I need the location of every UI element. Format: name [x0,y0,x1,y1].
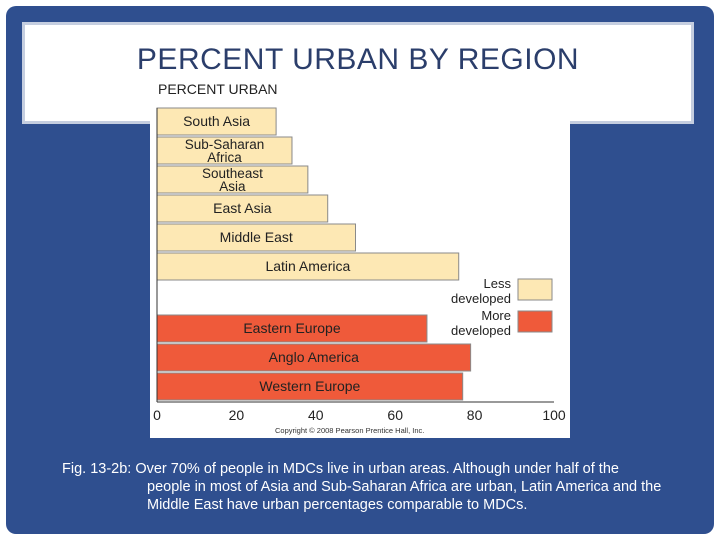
legend-label-less-developed-1: Less [484,276,512,291]
bar-label-latin-america: Latin America [265,258,350,274]
bar-label-southeast-asia-2: Asia [219,179,246,194]
bar-sub-saharan-africa [156,136,293,165]
legend-label-more-developed-1: More [481,308,511,323]
bar-western-europe [156,372,464,401]
x-tick-20: 20 [229,407,245,423]
legend-label-more-developed-2: developed [451,323,511,338]
figure: PERCENT URBAN South Asia Sub-Saharan Africa… [150,75,570,438]
copyright-note: Copyright © 2008 Pearson Prentice Hall, … [275,426,424,435]
bar-label-western-europe: Western Europe [259,378,360,394]
x-tick-80: 80 [467,407,483,423]
legend-label-less-developed-2: developed [451,291,511,306]
bar-eastern-europe [156,314,428,343]
slide-title: PERCENT URBAN BY REGION [136,43,580,76]
bar-anglo-america [156,343,472,372]
legend-swatch-less-developed [517,278,553,301]
bar-label-middle-east: Middle East [220,229,293,245]
x-tick-100: 100 [542,407,566,423]
caption: Fig. 13-2b: Over 70% of people in MDCs l… [62,460,702,514]
title-box: PERCENT URBAN BY REGION [22,22,694,124]
x-tick-0: 0 [153,407,161,423]
bar-label-eastern-europe: Eastern Europe [243,320,340,336]
caption-line-1: Fig. 13-2b: Over 70% of people in MDCs l… [62,461,619,477]
bar-label-southeast-asia-1: Southeast [202,166,263,181]
bar-latin-america [156,252,460,281]
urban-percent-chart: PERCENT URBAN South Asia Sub-SaharanAfrica… [153,81,566,435]
bar-middle-east [156,223,356,252]
bar-label-east-asia: East Asia [213,200,272,216]
legend-swatch-more-developed [517,310,553,333]
bar-southeast-asia [156,165,309,194]
bar-label-sub-saharan-africa-2: Africa [207,150,242,165]
bar-label-south-asia: South Asia [183,113,250,129]
bar-label-anglo-america: Anglo America [269,349,359,365]
chart-title: PERCENT URBAN [158,81,278,97]
x-tick-60: 60 [387,407,403,423]
x-tick-40: 40 [308,407,324,423]
caption-rest: people in most of Asia and Sub-Saharan A… [147,479,662,513]
bar-east-asia [156,194,329,223]
bar-label-sub-saharan-africa-1: Sub-Saharan [185,137,265,152]
